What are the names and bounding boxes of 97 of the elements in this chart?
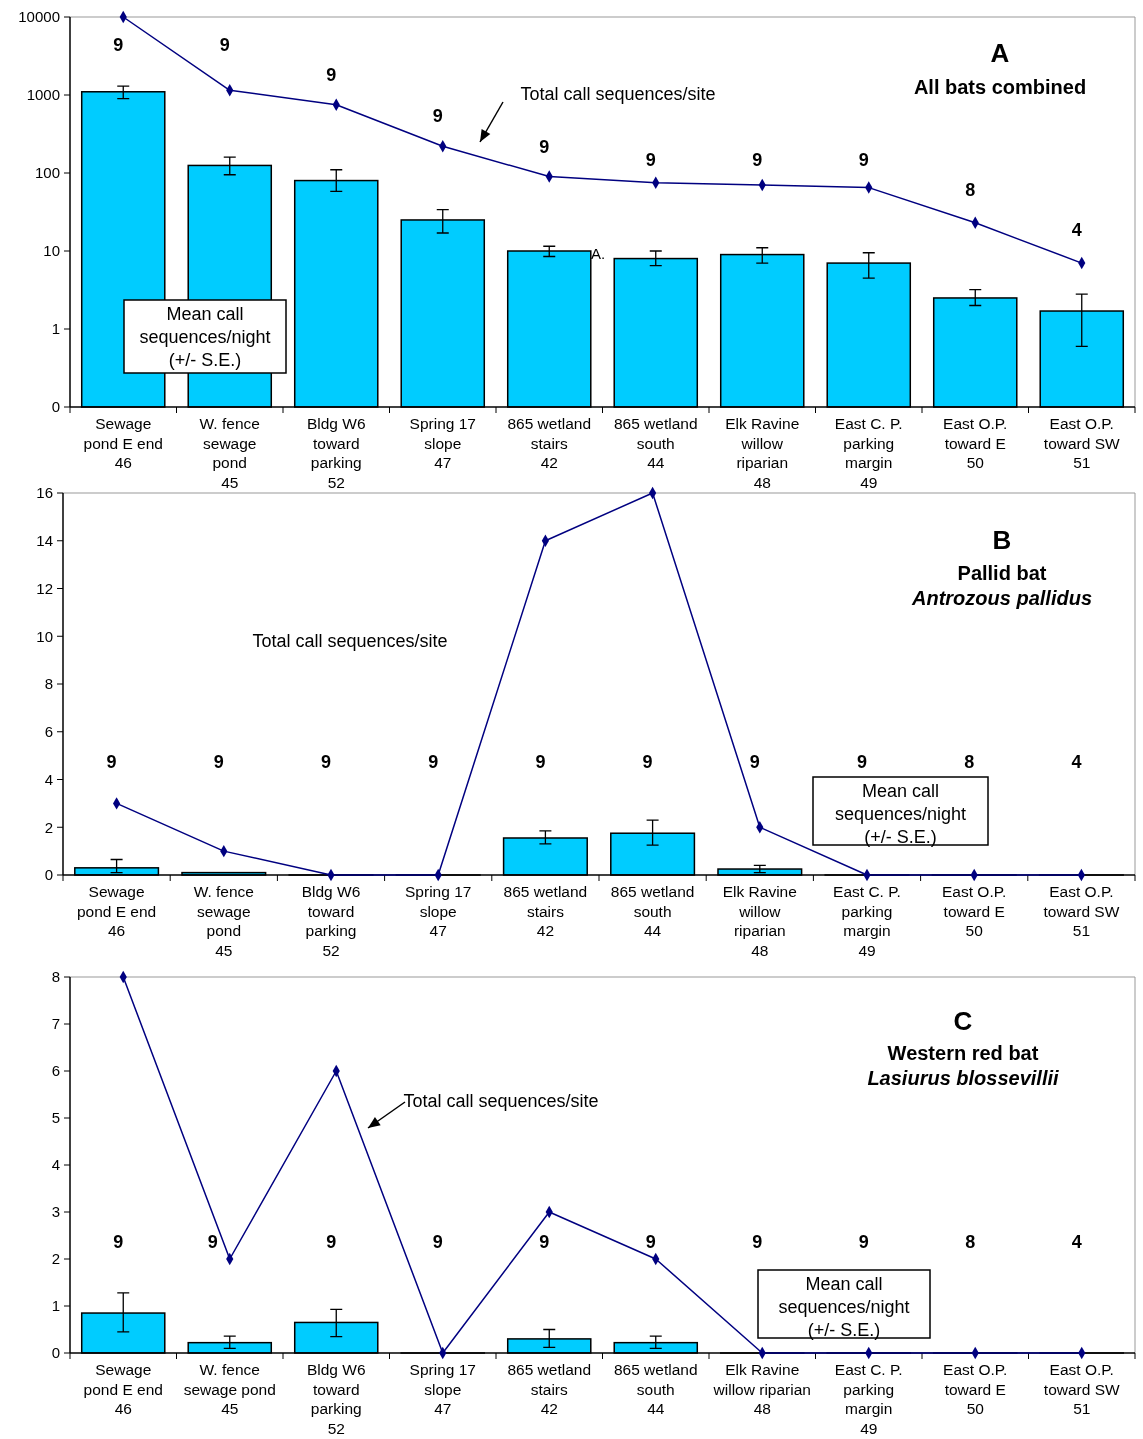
annotation: Mean call sequences/night (+/- S.E.) xyxy=(139,304,271,370)
x-tick-label: East O.P. toward E 50 xyxy=(943,1361,1008,1417)
x-tick-label: Spring 17 slope 47 xyxy=(409,1361,476,1417)
annotation: 9 xyxy=(207,1232,218,1253)
annotation: 9 xyxy=(535,752,546,773)
annotation: Mean call sequences/night (+/- S.E.) xyxy=(834,781,967,847)
annotation: Total call sequences/site xyxy=(520,84,716,104)
annotation: 8 xyxy=(965,1232,976,1253)
annotation: 9 xyxy=(219,35,230,56)
x-tick-label: Sewage pond E end 46 xyxy=(76,883,157,939)
annotation: 9 xyxy=(539,1232,550,1253)
text: A xyxy=(990,38,1010,68)
x-tick-label: 865 wetland stairs 42 xyxy=(507,415,592,471)
y-tick-label: 16 xyxy=(36,484,53,502)
annotation: 8 xyxy=(965,180,976,201)
x-tick-label: Elk Ravine willow riparian 48 xyxy=(712,1361,811,1417)
x-tick-label: Elk Ravine willow riparian 48 xyxy=(725,415,800,491)
x-tick-label: East O.P. toward SW 51 xyxy=(1043,415,1121,471)
y-tick-label: 7 xyxy=(51,1015,60,1033)
annotation: 9 xyxy=(858,150,869,171)
x-tick-label: 865 wetland south 44 xyxy=(613,1361,698,1417)
x-tick-label: Sewage pond E end 46 xyxy=(83,415,163,471)
annotation: 9 xyxy=(752,1232,763,1253)
y-tick-label: 100 xyxy=(34,164,60,182)
annotation: 9 xyxy=(856,752,868,773)
annotation: Mean call sequences/night (+/- S.E.) xyxy=(778,1274,910,1340)
annotation: 4 xyxy=(1071,752,1082,773)
y-tick-label: 14 xyxy=(36,532,53,549)
x-tick-label: W. fence sewage pond 45 xyxy=(199,415,260,491)
x-tick-label: 865 wetland stairs 42 xyxy=(503,883,588,939)
annotation: 4 xyxy=(1071,220,1082,241)
annotation: 9 xyxy=(645,150,656,171)
annotation: 9 xyxy=(106,752,117,773)
annotation: 9 xyxy=(113,35,124,56)
x-tick-label: East C. P. parking margin 49 xyxy=(834,1361,903,1437)
y-tick-label: 10 xyxy=(36,627,53,645)
y-tick-label: 8 xyxy=(51,968,60,986)
x-tick-label: Elk Ravine willow riparian 48 xyxy=(722,883,797,959)
y-tick-label: 0 xyxy=(51,1344,60,1362)
x-tick-label: 865 wetland south 44 xyxy=(613,415,698,471)
annotation: 9 xyxy=(326,1232,337,1253)
x-tick-label: 865 wetland south 44 xyxy=(610,883,695,939)
text: B xyxy=(992,525,1012,555)
x-tick-label: East O.P. toward SW 51 xyxy=(1043,883,1120,939)
y-tick-label: 2 xyxy=(51,1250,60,1268)
x-tick-label: East O.P. toward E 50 xyxy=(943,415,1008,471)
annotation: 9 xyxy=(432,1232,443,1253)
annotation: 9 xyxy=(752,150,763,171)
annotation: Total call sequences/site xyxy=(252,631,448,651)
annotation: 9 xyxy=(642,752,653,773)
y-tick-label: 4 xyxy=(51,1156,60,1174)
x-tick-label: Bldg W6 toward parking 52 xyxy=(306,415,366,491)
annotation: 9 xyxy=(428,752,439,773)
text: C xyxy=(953,1006,973,1036)
y-tick-label: 3 xyxy=(51,1203,60,1221)
y-tick-label: 10000 xyxy=(18,8,60,26)
annotation: A. xyxy=(590,245,606,263)
x-tick-label: 865 wetland stairs 42 xyxy=(507,1361,592,1417)
annotation: 9 xyxy=(858,1232,869,1253)
y-tick-label: 2 xyxy=(44,818,53,836)
annotation: 9 xyxy=(113,1232,124,1253)
x-tick-label: Spring 17 slope 47 xyxy=(405,883,472,939)
x-tick-label: W. fence sewage pond 45 xyxy=(193,883,254,959)
y-tick-label: 0 xyxy=(51,398,60,416)
y-tick-label: 10 xyxy=(43,242,60,260)
text: Western red bat Lasiurus blossevillii xyxy=(867,1042,1060,1089)
x-tick-label: Sewage pond E end 46 xyxy=(83,1361,163,1417)
x-tick-label: East C. P. parking margin 49 xyxy=(833,883,901,959)
annotation: 9 xyxy=(539,137,550,158)
x-tick-label: W. fence sewage pond 45 xyxy=(183,1361,276,1417)
text: Pallid bat Antrozous pallidus xyxy=(911,562,1092,609)
x-tick-label: East O.P. toward SW 51 xyxy=(1043,1361,1121,1417)
y-tick-label: 8 xyxy=(44,675,53,693)
annotation: 9 xyxy=(326,65,337,86)
annotation: 9 xyxy=(432,106,443,127)
text: All bats combined xyxy=(913,76,1087,98)
x-tick-label: East O.P. toward E 50 xyxy=(942,883,1007,939)
y-tick-label: 1 xyxy=(51,1297,60,1315)
y-tick-label: 12 xyxy=(36,579,53,597)
x-tick-label: Bldg W6 toward parking 52 xyxy=(301,883,361,959)
annotation: 4 xyxy=(1071,1232,1082,1253)
y-tick-label: 6 xyxy=(44,723,53,740)
y-tick-label: 0 xyxy=(44,866,53,884)
annotation: 8 xyxy=(964,752,975,773)
annotation: 9 xyxy=(645,1232,656,1253)
annotation: Total call sequences/site xyxy=(403,1091,599,1111)
y-tick-label: 4 xyxy=(44,770,53,788)
x-tick-label: Bldg W6 toward parking 52 xyxy=(306,1361,366,1437)
annotation: 9 xyxy=(749,752,760,773)
x-tick-label: East C. P. parking margin 49 xyxy=(834,415,903,491)
annotation: 9 xyxy=(320,752,332,773)
y-tick-label: 6 xyxy=(51,1062,60,1080)
y-tick-label: 5 xyxy=(51,1109,60,1127)
y-tick-label: 1000 xyxy=(26,86,60,104)
x-tick-label: Spring 17 slope 47 xyxy=(409,415,476,471)
y-tick-label: 1 xyxy=(51,320,60,338)
annotation: 9 xyxy=(213,752,224,773)
